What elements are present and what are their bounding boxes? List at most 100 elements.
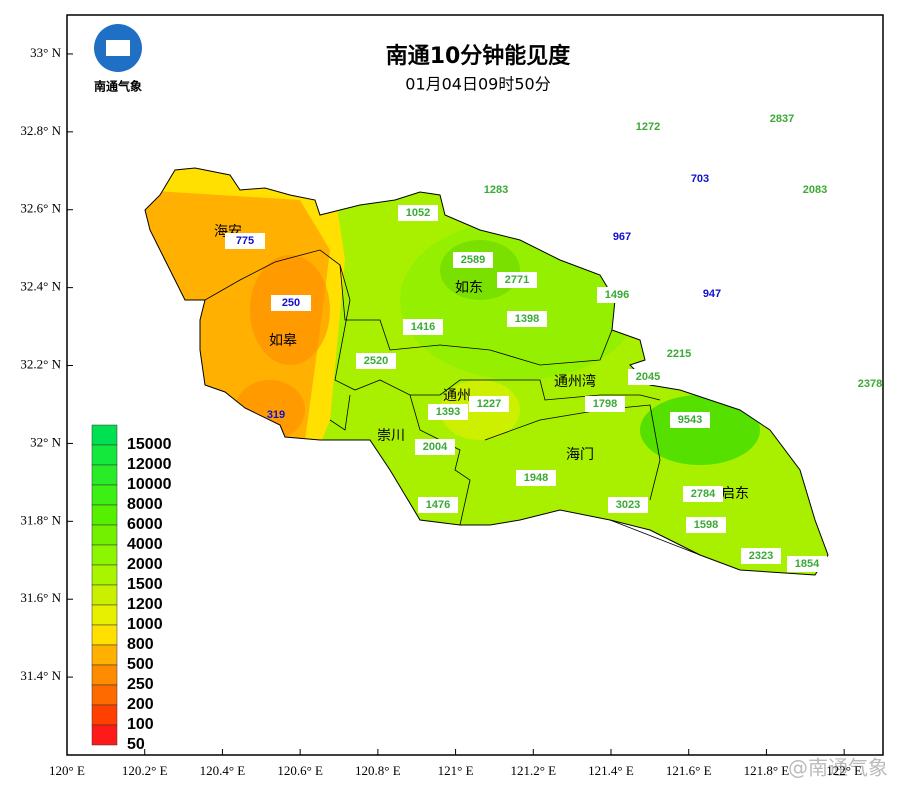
legend-swatch <box>91 584 118 606</box>
place-name: 如东 <box>455 280 483 296</box>
legend-swatch <box>91 684 118 706</box>
station-value: 1393 <box>436 406 460 418</box>
station-value: 3023 <box>616 499 640 511</box>
station-box <box>608 497 648 513</box>
station-value: 2045 <box>636 371 660 383</box>
station-box <box>398 205 438 221</box>
subtitle: 01月04日09时50分 <box>405 75 550 94</box>
legend-label: 100 <box>127 716 154 733</box>
station-box <box>686 517 726 533</box>
place-name: 启东 <box>721 486 749 502</box>
y-tick-label: 31.8° N <box>20 512 61 527</box>
station-value: 1476 <box>426 499 450 511</box>
visibility-field <box>145 168 828 575</box>
y-tick-label: 32.8° N <box>20 123 61 138</box>
station-value: 2784 <box>691 488 716 500</box>
legend-label: 4000 <box>127 536 163 553</box>
legend-swatch <box>91 424 118 446</box>
logo <box>94 24 142 72</box>
station-value: 2378 <box>858 378 882 390</box>
x-tick-label: 120.4° E <box>200 763 246 778</box>
station-box <box>225 233 265 249</box>
legend-label: 1500 <box>127 576 163 593</box>
station-value: 1798 <box>593 398 617 410</box>
station-box <box>497 272 537 288</box>
place-name: 如皋 <box>269 333 297 349</box>
legend-label: 1000 <box>127 616 163 633</box>
station-box <box>670 412 710 428</box>
legend-label: 12000 <box>127 456 172 473</box>
station-value: 2215 <box>667 348 691 360</box>
map-frame <box>66 14 884 756</box>
x-tick-label: 121.6° E <box>666 763 712 778</box>
station-value: 775 <box>236 235 254 247</box>
y-tick-label: 32° N <box>30 434 61 449</box>
place-name: 通州 <box>443 388 471 404</box>
x-tick-label: 120.2° E <box>122 763 168 778</box>
logo-text: 南通气象 <box>94 79 142 94</box>
station-value: 2083 <box>803 184 827 196</box>
y-tick-label: 33° N <box>30 45 61 60</box>
legend-swatch <box>91 484 118 506</box>
legend-swatch <box>91 724 118 746</box>
station-box <box>507 311 547 327</box>
x-tick-label: 120° E <box>49 763 85 778</box>
station-box <box>415 439 455 455</box>
legend-swatch <box>91 504 118 526</box>
legend-label: 6000 <box>127 516 163 533</box>
legend-swatch <box>91 644 118 666</box>
station-value: 2323 <box>749 550 773 562</box>
x-tick-label: 121.4° E <box>588 763 634 778</box>
station-value: 9543 <box>678 414 702 426</box>
place-name: 崇川 <box>377 428 405 444</box>
station-box <box>418 497 458 513</box>
legend-swatch <box>91 544 118 566</box>
y-tick-label: 31.6° N <box>20 590 61 605</box>
x-tick-label: 121.8° E <box>744 763 790 778</box>
station-box <box>597 287 637 303</box>
station-box <box>271 295 311 311</box>
station-value: 2771 <box>505 274 529 286</box>
legend-label: 250 <box>127 676 154 693</box>
station-box <box>356 353 396 369</box>
legend-label: 2000 <box>127 556 163 573</box>
station-value: 947 <box>703 288 721 300</box>
legend-label: 15000 <box>127 436 172 453</box>
place-name: 海门 <box>566 447 594 463</box>
place-name: 通州湾 <box>554 373 596 390</box>
x-tick-label: 121.2° E <box>510 763 556 778</box>
y-tick-label: 32.2° N <box>20 357 61 372</box>
legend-swatch <box>91 704 118 726</box>
legend-label: 200 <box>127 696 154 713</box>
legend-swatch <box>91 524 118 546</box>
x-tick-label: 120.6° E <box>277 763 323 778</box>
legend-label: 50 <box>127 736 145 753</box>
station-value: 1283 <box>484 184 508 196</box>
station-value: 1948 <box>524 472 548 484</box>
station-box <box>628 369 668 385</box>
x-tick-label: 121° E <box>438 763 474 778</box>
station-value: 1398 <box>515 313 539 325</box>
station-value: 1052 <box>406 207 430 219</box>
station-box <box>683 486 723 502</box>
station-value: 2004 <box>423 441 448 453</box>
station-value: 2589 <box>461 254 485 266</box>
station-box <box>428 404 468 420</box>
station-value: 319 <box>267 409 285 421</box>
x-tick-label: 122° E <box>826 763 862 778</box>
station-value: 2837 <box>770 113 794 125</box>
station-value: 1496 <box>605 289 629 301</box>
station-value: 2520 <box>364 355 388 367</box>
station-value: 250 <box>282 297 300 309</box>
legend-label: 800 <box>127 636 154 653</box>
station-value: 1598 <box>694 519 718 531</box>
watermark: @南通气象 <box>788 756 888 780</box>
station-value: 1272 <box>636 121 660 133</box>
station-box <box>585 396 625 412</box>
legend-swatch <box>91 444 118 466</box>
station-value: 1854 <box>795 558 820 570</box>
station-value: 967 <box>613 231 631 243</box>
legend-swatch <box>91 604 118 626</box>
station-box <box>516 470 556 486</box>
